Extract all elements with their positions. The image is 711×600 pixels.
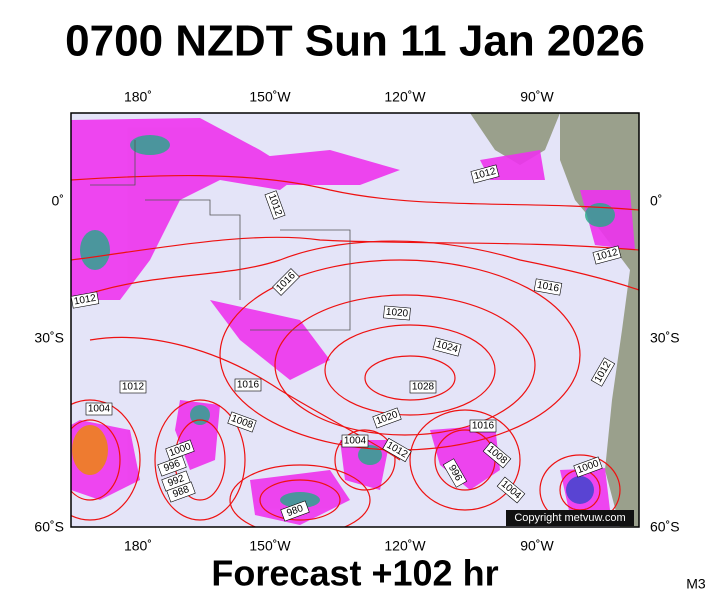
isobar-label-box: [383, 305, 411, 321]
footer: Forecast +102 hr: [211, 553, 498, 594]
isobar-label-box: [590, 357, 616, 387]
isobar-label-box: [372, 407, 402, 429]
isobar-label: 1016: [234, 378, 262, 392]
isobar-label: 1016: [469, 419, 497, 433]
longitude-label: 120˚W: [384, 89, 426, 105]
isobar-label-box: [264, 190, 286, 220]
latitude-label: 30˚S: [34, 330, 64, 346]
isobar-label: 1016: [533, 278, 563, 296]
isobar-label: 1004: [85, 402, 113, 416]
longitude-label: 120˚W: [384, 538, 426, 554]
isobar-label-box: [592, 245, 622, 265]
isobar-label: 1012: [592, 245, 622, 265]
isobar-label-box: [157, 455, 187, 477]
isobar-label: 1004: [341, 434, 369, 448]
isobar-label-box: [482, 441, 512, 469]
isobar-label: 980: [280, 500, 310, 522]
latitude-label: 0˚: [650, 193, 662, 209]
isobar-label-text: 1016: [472, 421, 495, 432]
isobar-label-box: [470, 164, 500, 184]
isobar-label-box: [166, 481, 196, 503]
latitude-label: 60˚S: [650, 519, 680, 535]
isobar-label: 1020: [383, 305, 411, 321]
isobar-label-box: [280, 500, 310, 522]
latitude-label: 60˚S: [34, 519, 64, 535]
isobar-label-box: [533, 278, 563, 296]
isobar-label-box: [85, 402, 113, 416]
title: 0700 NZDT Sun 11 Jan 2026: [65, 17, 645, 66]
isobar-label-box: [382, 437, 412, 463]
isobar-label-box: [119, 380, 147, 394]
longitude-label: 180˚: [124, 538, 152, 554]
isobar-label-box: [70, 291, 100, 309]
isobar-label-text: 1020: [385, 307, 409, 320]
isobar-label: 1012: [119, 380, 147, 394]
isobar-label-box: [469, 419, 497, 433]
isobar-label-box: [496, 476, 526, 504]
longitude-label: 150˚W: [249, 538, 291, 554]
isobar-label-text: 1004: [88, 404, 111, 415]
isobar-label: 1012: [470, 164, 500, 184]
isobar-label-box: [227, 411, 257, 433]
latitude-label: 30˚S: [650, 330, 680, 346]
isobar-label-text: 1012: [73, 293, 97, 308]
isobar-label-box: [341, 434, 369, 448]
isobar-label: 988: [166, 481, 196, 503]
isobar-label-box: [272, 268, 300, 296]
model-label: M3: [686, 576, 706, 592]
isobar-label: 996: [157, 455, 187, 477]
isobar-label: 1028: [409, 380, 437, 394]
longitude-label: 150˚W: [249, 89, 291, 105]
isobar-label-text: 1012: [122, 382, 145, 393]
longitude-label: 90˚W: [520, 538, 554, 554]
isobar-label-text: 1004: [344, 436, 367, 447]
isobar-label: 1024: [432, 337, 462, 357]
isobar-label-box: [409, 380, 437, 394]
isobar-label-text: 1016: [237, 380, 260, 391]
isobar-label-text: 1028: [412, 382, 435, 393]
isobar-label-box: [573, 456, 603, 478]
isobar-label-box: [432, 337, 462, 357]
longitude-label: 180˚: [124, 89, 152, 105]
latitude-label: 0˚: [52, 193, 64, 209]
isobar-label-box: [442, 458, 468, 488]
isobar-label-text: 1016: [536, 280, 560, 295]
map-area: Copyright metvuw.com: [71, 113, 639, 527]
map-frame: [70, 112, 640, 528]
longitude-label: 90˚W: [520, 89, 554, 105]
copyright: Copyright metvuw.com: [514, 512, 625, 524]
isobar-label-box: [234, 378, 262, 392]
isobar-label: 1012: [70, 291, 100, 309]
